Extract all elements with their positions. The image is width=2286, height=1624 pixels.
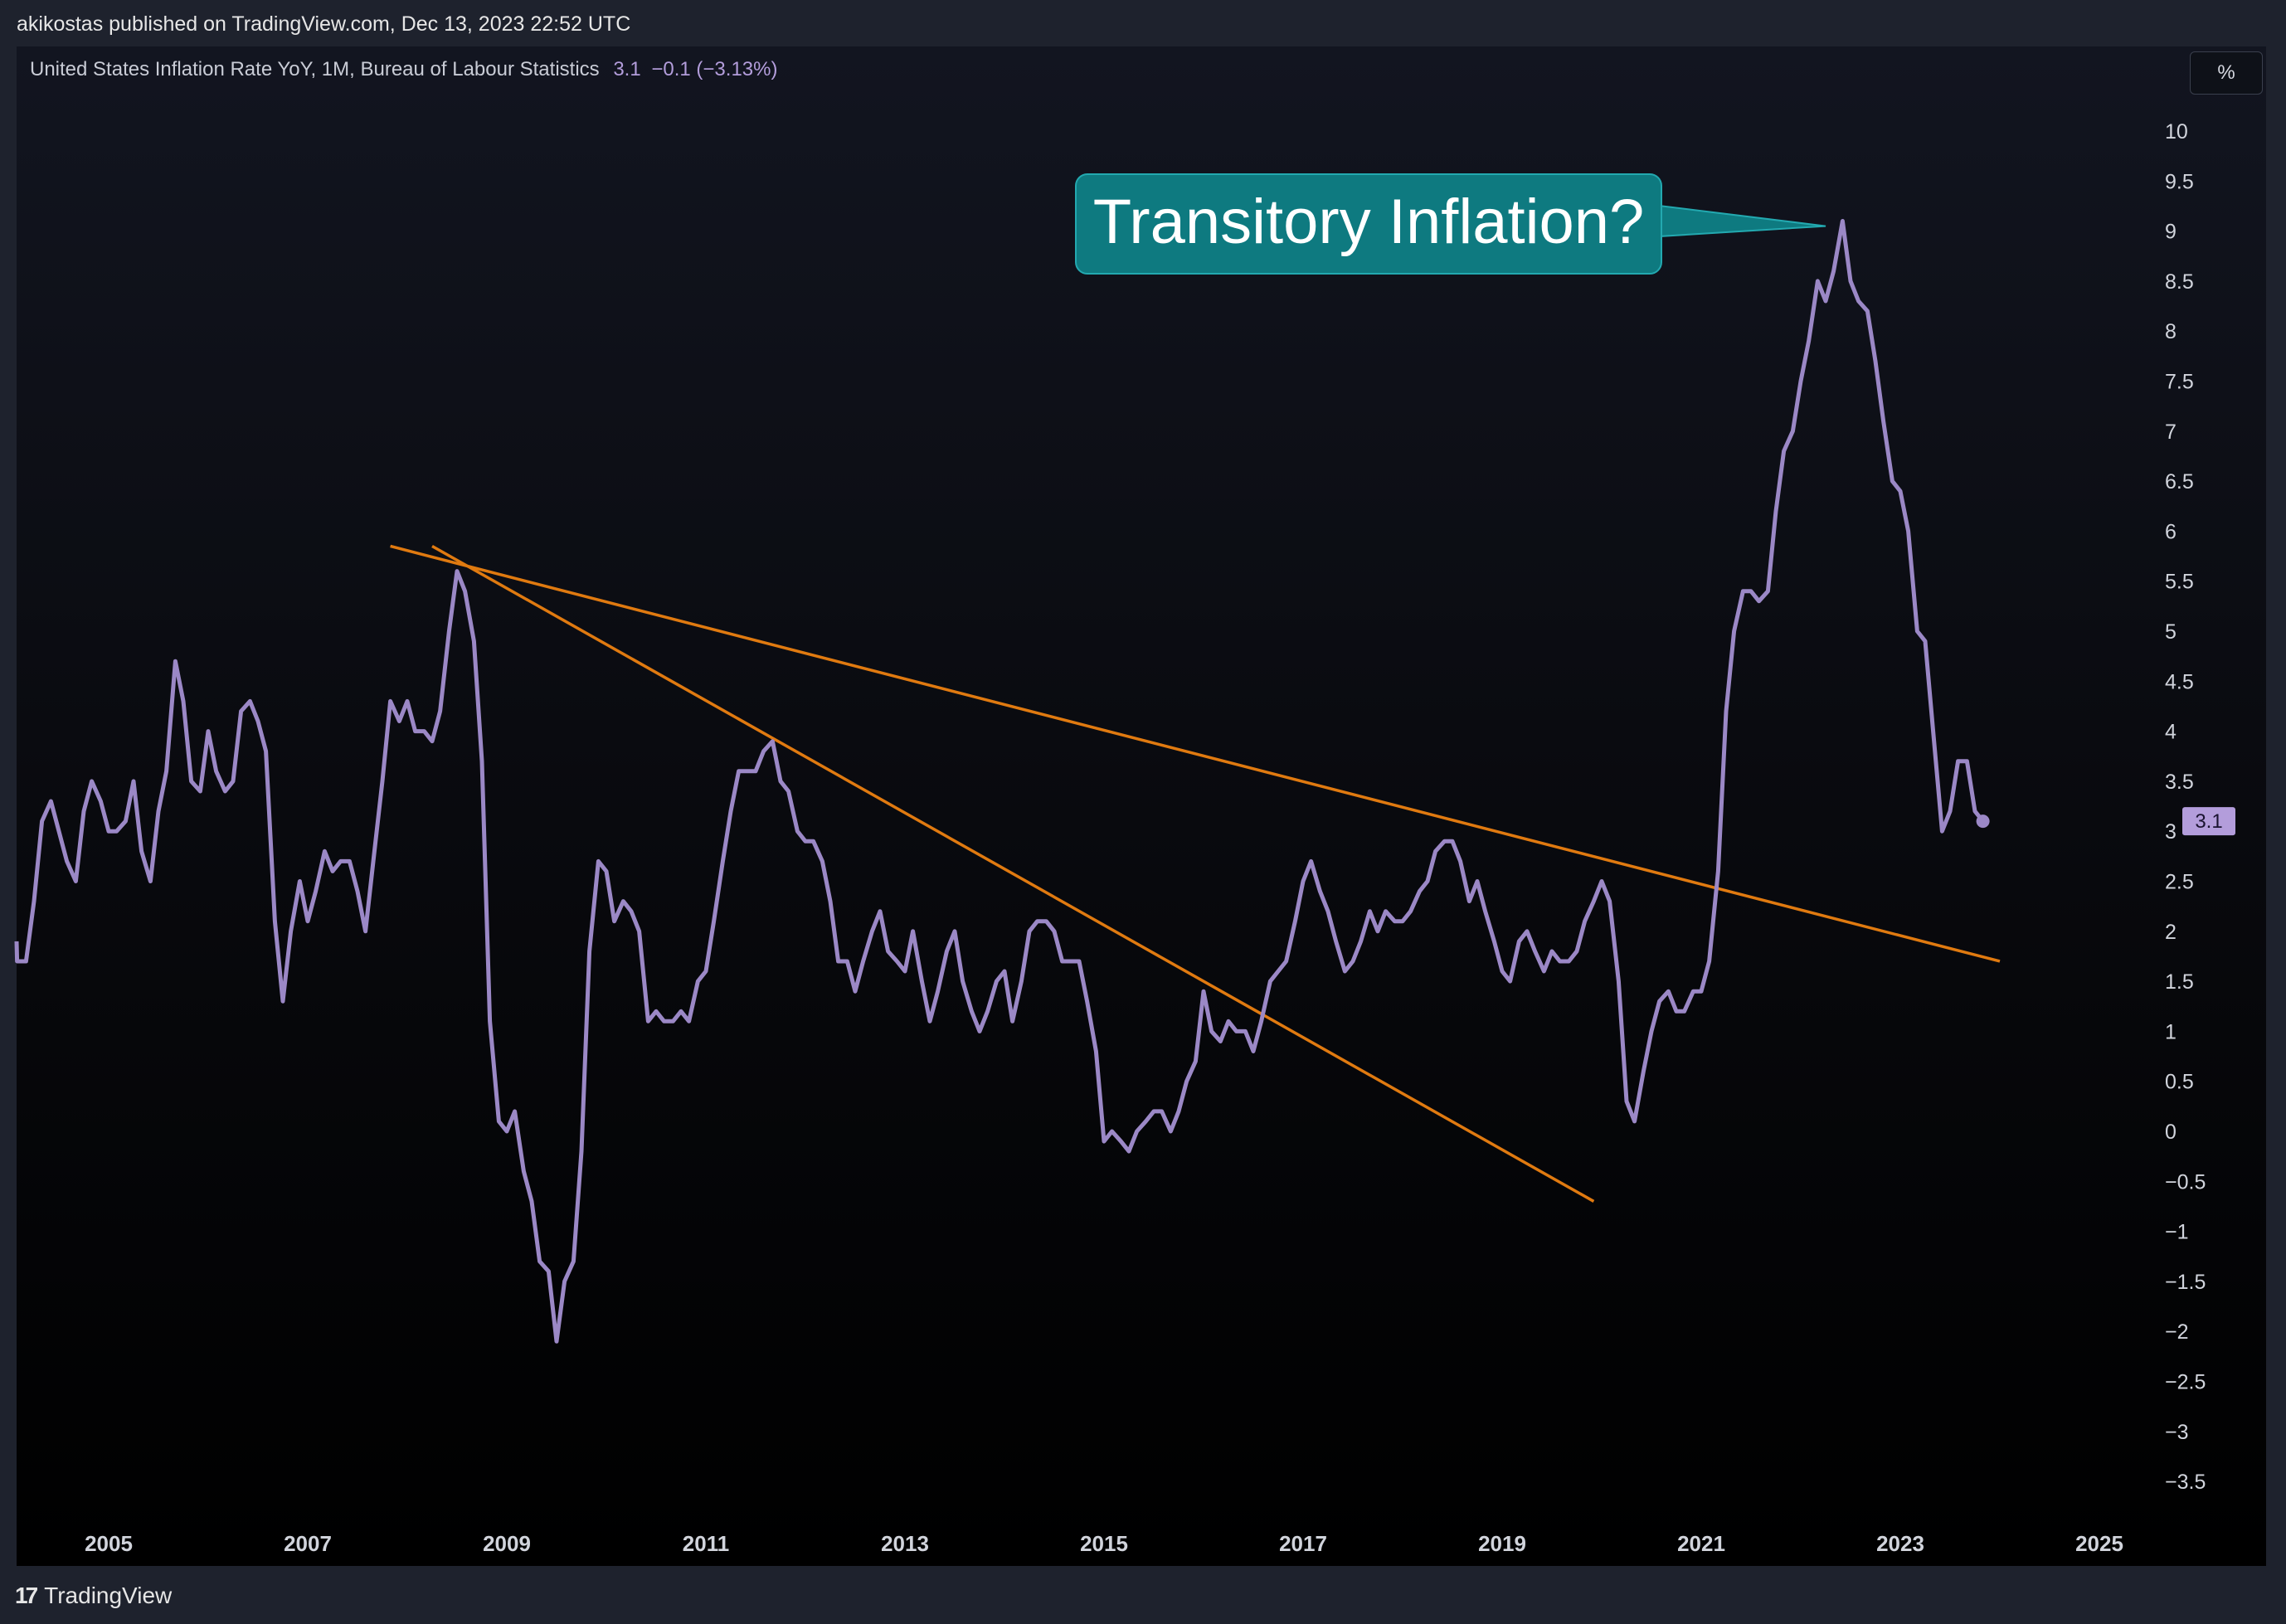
x-tick-label: 2017 (1279, 1531, 1327, 1556)
legend-title: United States Inflation Rate YoY, 1M, Bu… (30, 58, 600, 80)
y-tick-label: 4 (2165, 721, 2177, 744)
x-tick-label: 2023 (1876, 1531, 1924, 1556)
y-tick-label: −3.5 (2165, 1471, 2206, 1494)
y-tick-label: 1.5 (2165, 970, 2194, 994)
y-tick-label: 9.5 (2165, 170, 2194, 193)
series-legend[interactable]: United States Inflation Rate YoY, 1M, Bu… (30, 58, 777, 81)
x-tick-label: 2013 (881, 1531, 929, 1556)
y-tick-label: −1.5 (2165, 1271, 2206, 1294)
callout-box (1075, 173, 1662, 275)
x-tick-label: 2009 (483, 1531, 531, 1556)
x-tick-label: 2025 (2075, 1531, 2123, 1556)
y-tick-label: −2 (2165, 1320, 2189, 1344)
inflation-series-line[interactable] (14, 219, 1985, 1344)
y-tick-label: 3.5 (2165, 771, 2194, 794)
last-value-label: 3.1 (2182, 807, 2235, 836)
last-value-label-text: 3.1 (2195, 810, 2222, 833)
y-tick-label: 9 (2165, 221, 2177, 244)
x-tick-label: 2005 (85, 1531, 133, 1556)
callout-pointer (1658, 204, 1826, 238)
y-tick-label: 7.5 (2165, 371, 2194, 394)
callout-text: Transitory Inflation? (1093, 187, 1645, 257)
trendlines[interactable] (390, 544, 2001, 1203)
y-axis[interactable]: 10 9.5 9 8.5 8 7.5 7 6.5 6 5.5 5 4.5 4 3.5 3 2.5 2 1.5 1 0.… (2165, 120, 2206, 1494)
y-tick-label: 6.5 (2165, 470, 2194, 494)
y-tick-label: 5 (2165, 620, 2177, 644)
x-tick-label: 2015 (1080, 1531, 1128, 1556)
y-tick-label: 7 (2165, 421, 2177, 444)
y-tick-label: 0.5 (2165, 1071, 2194, 1094)
publish-info-bar: akikostas published on TradingView.com, … (0, 0, 2286, 48)
y-tick-label: 5.5 (2165, 571, 2194, 594)
footer-brand-text: TradingView (44, 1583, 173, 1608)
y-tick-label: −2.5 (2165, 1371, 2206, 1394)
publish-info-text: akikostas published on TradingView.com, … (17, 12, 631, 36)
y-tick-label: 2 (2165, 921, 2177, 944)
legend-change: −0.1 (−3.13%) (651, 58, 778, 80)
y-tick-label: −0.5 (2165, 1170, 2206, 1194)
percent-scale-button[interactable]: % (2190, 51, 2263, 95)
x-tick-label: 2011 (683, 1531, 729, 1556)
last-value-dot (1976, 814, 1990, 829)
x-tick-label: 2019 (1478, 1531, 1526, 1556)
x-tick-label: 2007 (284, 1531, 332, 1556)
y-tick-label: 10 (2165, 120, 2188, 143)
y-tick-label: 0 (2165, 1121, 2177, 1144)
x-axis[interactable]: 2005 2007 2009 2011 2013 2015 2017 2019 2021 2023… (85, 1531, 2123, 1556)
tradingview-logo-icon: 17 (15, 1583, 38, 1608)
y-tick-label: 2.5 (2165, 871, 2194, 894)
y-tick-label: 1 (2165, 1020, 2177, 1043)
y-tick-label: 3 (2165, 820, 2177, 844)
chart-panel[interactable] (17, 46, 2266, 1566)
y-tick-label: 8 (2165, 320, 2177, 343)
transitory-inflation-callout[interactable]: Transitory Inflation? (1075, 173, 1826, 275)
y-tick-label: −3 (2165, 1421, 2189, 1444)
last-value-label-bg (2182, 807, 2235, 836)
footer-brand[interactable]: 17 TradingView (15, 1576, 172, 1616)
y-tick-label: 4.5 (2165, 670, 2194, 693)
trendline-2[interactable] (431, 544, 1595, 1203)
x-tick-label: 2021 (1677, 1531, 1725, 1556)
legend-value: 3.1 (613, 58, 641, 80)
trendline-1[interactable] (390, 544, 2001, 963)
y-tick-label: −1 (2165, 1221, 2189, 1244)
y-tick-label: 6 (2165, 520, 2177, 543)
y-tick-label: 8.5 (2165, 270, 2194, 294)
